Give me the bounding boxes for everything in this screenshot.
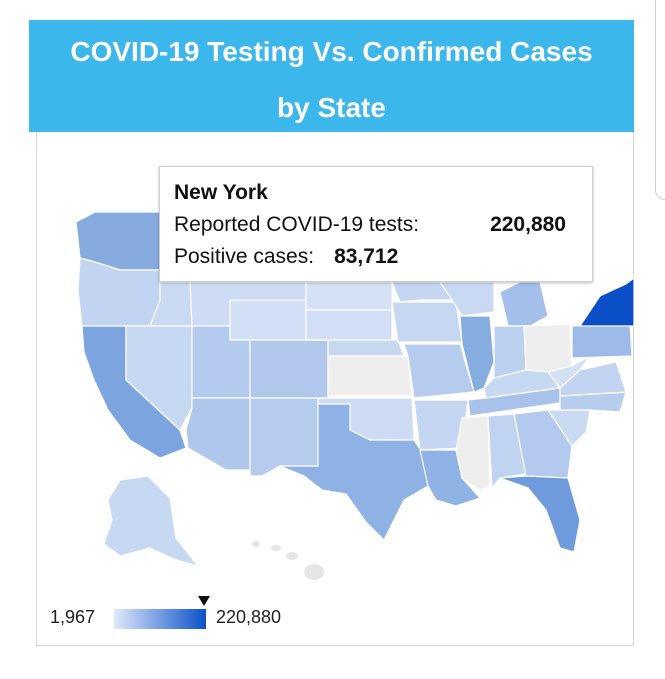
state-south-dakota[interactable] (305, 309, 393, 341)
state-west-virginia[interactable] (547, 355, 591, 389)
state-nevada[interactable] (125, 325, 193, 431)
state-minnesota[interactable] (391, 281, 453, 303)
state-hawaii[interactable] (252, 541, 324, 580)
state-new-mexico[interactable] (249, 397, 319, 477)
state-alaska[interactable] (103, 475, 199, 567)
tooltip-positive-label: Positive cases: (174, 245, 315, 268)
state-colorado[interactable] (249, 339, 329, 399)
legend-marker-icon (198, 596, 210, 606)
tooltip-positive-value: 83,712 (334, 245, 399, 268)
state-wisconsin[interactable] (439, 281, 495, 317)
chart-title-line-2: by State (277, 92, 386, 123)
state-indiana[interactable] (493, 325, 527, 379)
legend-color-scale (114, 609, 206, 629)
state-georgia[interactable] (513, 409, 573, 479)
state-tooltip: New York Reported COVID-19 tests: 220,88… (159, 166, 593, 282)
state-arizona[interactable] (185, 397, 251, 471)
state-missouri[interactable] (403, 343, 475, 399)
state-michigan[interactable] (499, 281, 549, 327)
state-ohio[interactable] (523, 323, 573, 373)
state-texas[interactable] (279, 403, 429, 541)
tooltip-tests-label: Reported COVID-19 tests: (174, 213, 420, 236)
chart-title-line-1: COVID-19 Testing Vs. Confirmed Cases (70, 36, 593, 67)
state-kansas[interactable] (327, 355, 413, 397)
state-new-york[interactable] (579, 277, 634, 327)
state-pennsylvania[interactable] (571, 323, 633, 359)
tooltip-state-name: New York (174, 181, 268, 204)
state-north-dakota[interactable] (305, 281, 393, 311)
legend-min-value: 1,967 (50, 607, 96, 627)
state-florida[interactable] (499, 475, 581, 553)
us-state-map[interactable] (36, 132, 634, 646)
side-scroll-edge (655, 0, 665, 200)
state-wyoming[interactable] (229, 299, 307, 341)
state-iowa[interactable] (391, 301, 463, 343)
legend-max-value: 220,880 (216, 607, 282, 627)
state-alabama[interactable] (487, 413, 527, 489)
chart-header: COVID-19 Testing Vs. Confirmed Cases by … (29, 20, 634, 132)
tooltip-tests-value: 220,880 (490, 213, 566, 236)
tooltip-positive-row: Positive cases: 83,712 (174, 245, 398, 269)
